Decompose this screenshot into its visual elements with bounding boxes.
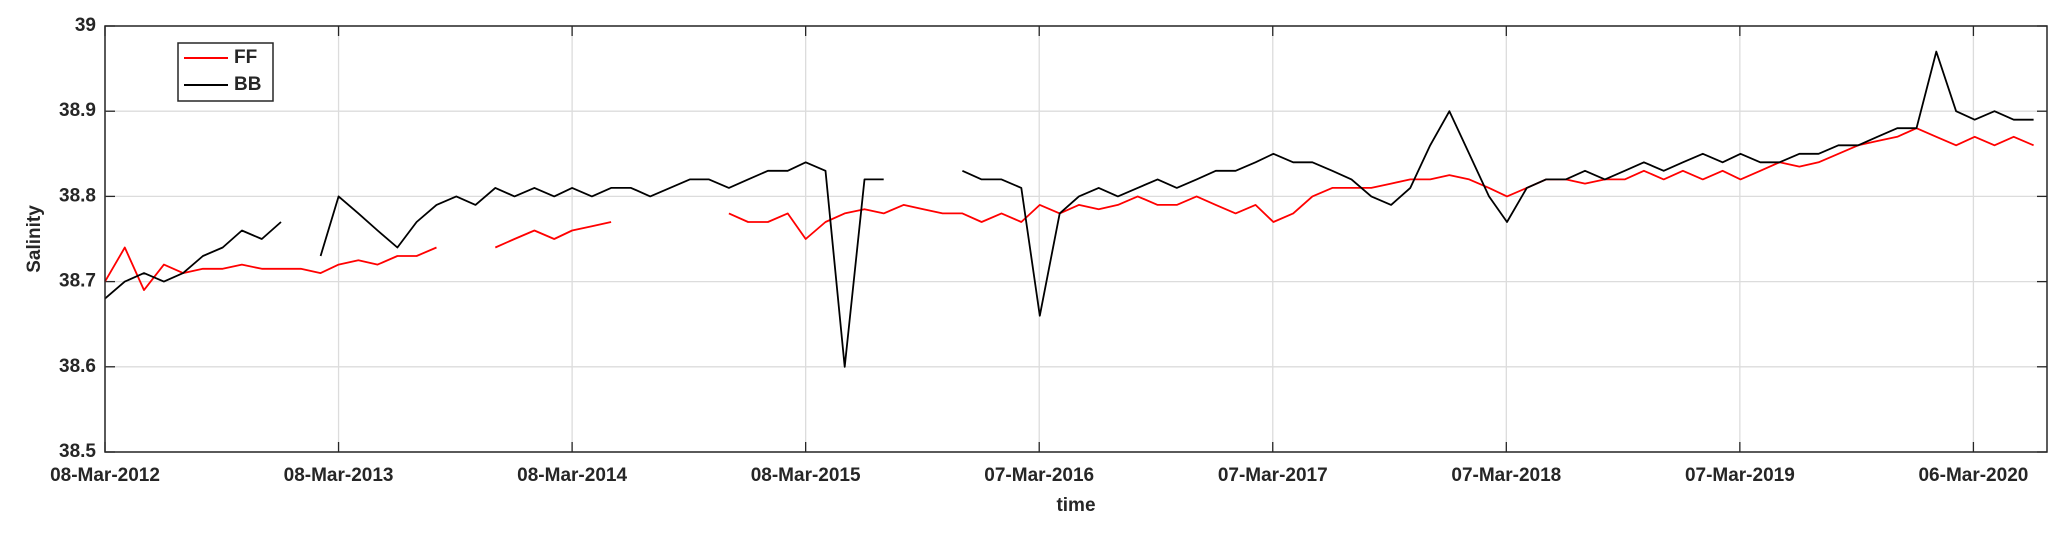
y-tick-label: 39 bbox=[75, 15, 96, 36]
x-tick-label: 07-Mar-2019 bbox=[1685, 465, 1795, 486]
x-tick-label: 08-Mar-2012 bbox=[50, 465, 160, 486]
x-tick-label: 07-Mar-2017 bbox=[1218, 465, 1328, 486]
x-axis-label: time bbox=[1056, 495, 1095, 516]
plot-frame bbox=[104, 25, 2048, 453]
x-tick-label: 08-Mar-2014 bbox=[517, 465, 627, 486]
x-tick-label: 08-Mar-2013 bbox=[284, 465, 394, 486]
x-tick-label: 06-Mar-2020 bbox=[1918, 465, 2028, 486]
y-tick-label: 38.6 bbox=[59, 356, 96, 377]
series-line bbox=[104, 50, 2034, 368]
y-tick-label: 38.7 bbox=[59, 271, 96, 292]
x-tick-label: 08-Mar-2015 bbox=[751, 465, 861, 486]
legend-box bbox=[177, 42, 274, 102]
x-tick-label: 07-Mar-2016 bbox=[984, 465, 1094, 486]
y-tick-label: 38.5 bbox=[59, 441, 96, 462]
legend-label: FF bbox=[234, 47, 257, 68]
x-tick-label: 07-Mar-2018 bbox=[1451, 465, 1561, 486]
y-axis-label: Salinity bbox=[24, 205, 45, 273]
y-tick-label: 38.8 bbox=[59, 185, 96, 206]
series-line bbox=[104, 127, 2034, 291]
y-tick-label: 38.9 bbox=[59, 100, 96, 121]
legend-label: BB bbox=[234, 74, 261, 95]
